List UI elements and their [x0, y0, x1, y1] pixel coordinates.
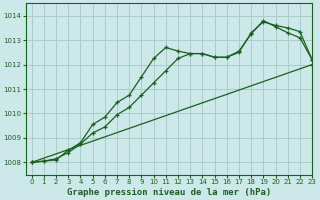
X-axis label: Graphe pression niveau de la mer (hPa): Graphe pression niveau de la mer (hPa) [67, 188, 271, 197]
